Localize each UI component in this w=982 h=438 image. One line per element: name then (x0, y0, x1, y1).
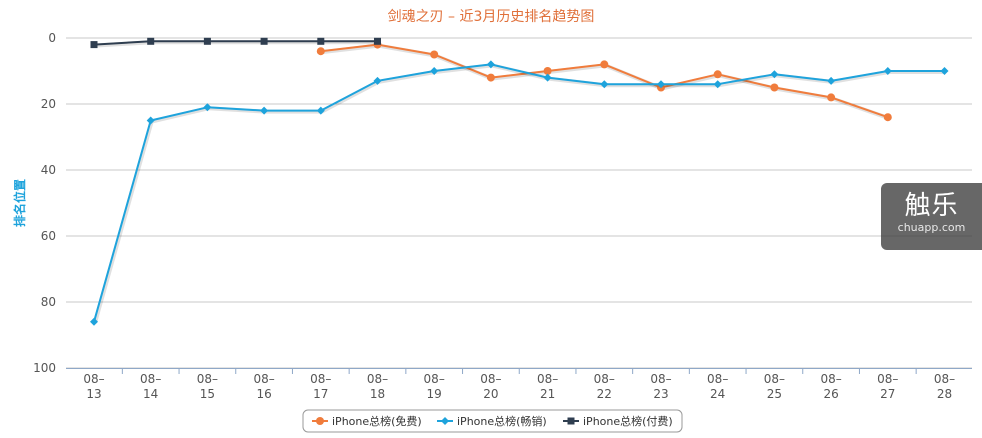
legend-marker (567, 417, 575, 425)
x-tick-label: 08– 24 (707, 372, 728, 401)
data-point (373, 76, 382, 85)
data-point (883, 67, 892, 75)
data-point (260, 106, 269, 115)
y-tick-label: 80 (41, 295, 56, 309)
data-point (316, 47, 325, 56)
data-point (827, 93, 836, 102)
watermark-logo-text: 触乐 (904, 191, 959, 221)
data-point (90, 317, 98, 326)
data-point (374, 37, 381, 45)
x-tick-label: 08– 18 (367, 372, 388, 401)
data-point (486, 60, 495, 69)
x-tick-label: 08– 25 (764, 372, 785, 401)
chart-title: 剑魂之刃 – 近3月历史排名趋势图 (388, 9, 595, 25)
x-tick-label: 08– 22 (594, 372, 615, 401)
x-tick-label: 08– 26 (820, 372, 841, 401)
series-line (93, 63, 945, 323)
legend-label: iPhone总榜(付费) (583, 414, 673, 428)
series-line (93, 40, 378, 46)
x-tick-label: 08– 27 (877, 372, 898, 401)
data-point (657, 80, 665, 89)
x-tick-label: 08– 19 (424, 372, 445, 401)
y-tick-label: 0 (48, 31, 56, 45)
x-tick-label: 08– 16 (253, 372, 274, 401)
x-tick-label: 08– 21 (537, 372, 558, 401)
data-point (770, 70, 779, 79)
data-point (827, 76, 836, 85)
data-point (600, 60, 609, 69)
data-point (203, 103, 212, 112)
data-point (940, 67, 949, 75)
data-point (543, 67, 552, 75)
x-tick-label: 08– 14 (140, 372, 161, 401)
x-tick-label: 08– 28 (934, 372, 955, 401)
legend-label: iPhone总榜(免费) (332, 414, 422, 428)
y-axis-label: 排名位置 (12, 179, 27, 227)
data-point (486, 73, 495, 82)
data-point (203, 37, 211, 45)
data-point (430, 50, 439, 59)
data-point (543, 73, 552, 82)
x-tick-label: 08– 23 (650, 372, 671, 401)
data-point (883, 113, 892, 122)
y-tick-label: 100 (33, 361, 56, 375)
data-point (147, 37, 155, 45)
y-tick-label: 60 (41, 229, 56, 243)
data-point (90, 41, 98, 49)
legend-marker (316, 417, 324, 425)
chuapp-watermark: 触乐 chuapp.com (881, 183, 982, 250)
data-point (713, 70, 722, 79)
x-tick-label: 08– 13 (83, 372, 104, 401)
data-point (713, 80, 722, 89)
data-point (316, 106, 325, 115)
y-tick-label: 40 (41, 163, 56, 177)
x-tick-label: 08– 15 (197, 372, 218, 401)
watermark-url: chuapp.com (897, 221, 966, 234)
data-point (770, 83, 779, 92)
data-point (260, 37, 268, 45)
x-tick-label: 08– 17 (310, 372, 331, 401)
x-tick-label: 08– 20 (480, 372, 501, 401)
legend-label: iPhone总榜(畅销) (457, 414, 547, 428)
y-tick-label: 20 (41, 97, 56, 111)
data-point (317, 37, 325, 45)
data-point (600, 80, 609, 89)
legend-box (302, 409, 683, 433)
data-point (146, 116, 155, 125)
data-point (430, 67, 439, 75)
legend-marker (441, 417, 449, 425)
